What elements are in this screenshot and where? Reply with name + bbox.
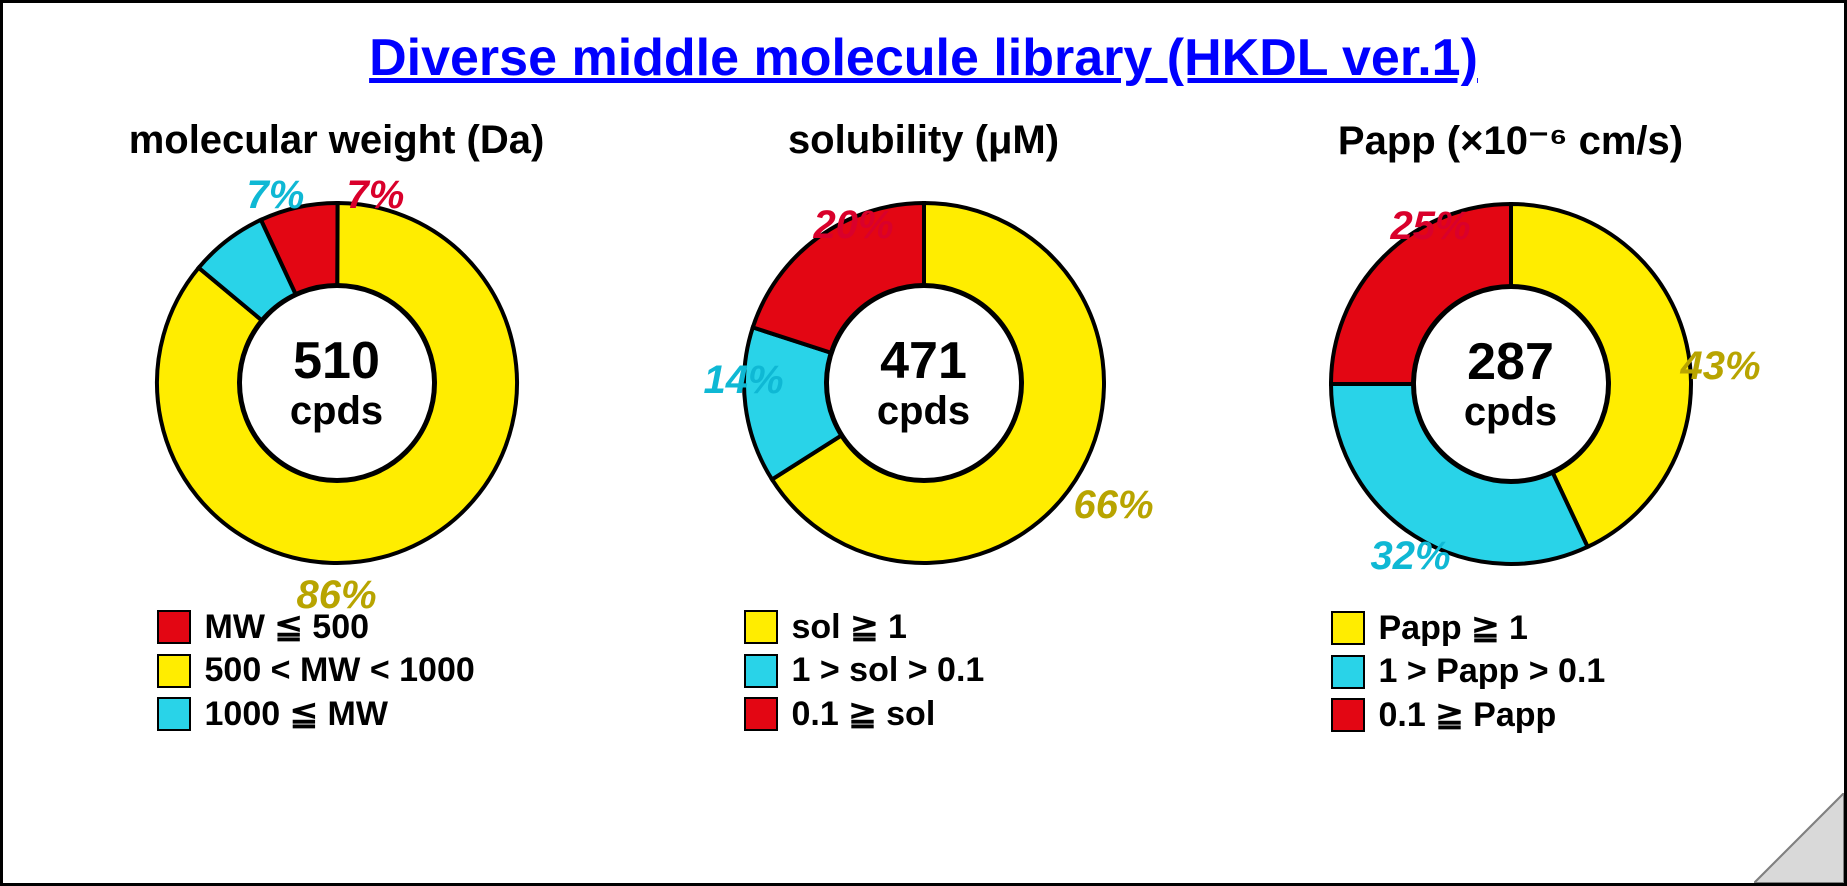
- slice-pct-label: 43%: [1681, 344, 1761, 389]
- legend-item: 1 > sol > 0.1: [744, 651, 985, 690]
- pie-wrap: 510cpds7%7%86%: [137, 183, 537, 583]
- figure-title: Diverse middle molecule library (HKDL ve…: [3, 28, 1844, 88]
- legend-swatch: [1331, 655, 1365, 689]
- legend-swatch: [157, 654, 191, 688]
- slice-pct-label: 86%: [297, 573, 377, 618]
- slice-pct-label: 20%: [814, 203, 894, 248]
- slice-pct-label: 14%: [704, 358, 784, 403]
- legend-swatch: [744, 697, 778, 731]
- legend-item: 500 < MW < 1000: [157, 651, 475, 690]
- pie-wrap: 287cpds25%43%32%: [1311, 184, 1711, 584]
- legend-text: 1000 ≦ MW: [205, 694, 388, 734]
- slice-pct-label: 66%: [1074, 483, 1154, 528]
- legend-text: 0.1 ≧ Papp: [1379, 695, 1557, 735]
- legend: MW ≦ 500500 < MW < 10001000 ≦ MW: [157, 603, 475, 738]
- legend-swatch: [1331, 698, 1365, 732]
- legend: sol ≧ 1 1 > sol > 0.1 0.1 ≧ sol: [744, 603, 985, 738]
- legend-item: Papp ≧ 1: [1331, 608, 1606, 648]
- center-label: 510cpds: [237, 283, 437, 483]
- chart-sol: solubility (μM) 471cpds 20% 14% 66% sol ≧ 1 1 …: [644, 118, 1204, 739]
- legend-item: 1 > Papp > 0.1: [1331, 652, 1606, 691]
- chart-title: Papp (×10⁻⁶ cm/s): [1338, 118, 1683, 164]
- legend: Papp ≧ 1 1 > Papp > 0.1 0.1 ≧ Papp: [1331, 604, 1606, 739]
- legend-item: 0.1 ≧ Papp: [1331, 695, 1606, 735]
- center-label: 471cpds: [824, 283, 1024, 483]
- chart-title: solubility (μM): [788, 118, 1059, 163]
- page-curl-icon: [1754, 793, 1844, 883]
- slice-pct-label: 25%: [1391, 204, 1471, 249]
- charts-row: molecular weight (Da)510cpds7%7%86%MW ≦ …: [3, 118, 1844, 739]
- legend-text: 1 > Papp > 0.1: [1379, 652, 1606, 691]
- legend-text: 500 < MW < 1000: [205, 651, 475, 690]
- figure-frame: Diverse middle molecule library (HKDL ve…: [0, 0, 1847, 886]
- legend-item: sol ≧ 1: [744, 607, 985, 647]
- legend-swatch: [744, 610, 778, 644]
- chart-title: molecular weight (Da): [129, 118, 545, 163]
- legend-swatch: [1331, 611, 1365, 645]
- legend-swatch: [744, 654, 778, 688]
- slice-pct-label: 7%: [347, 173, 405, 218]
- legend-swatch: [157, 610, 191, 644]
- center-count: 287: [1467, 336, 1554, 388]
- center-count: 510: [293, 335, 380, 387]
- center-unit: cpds: [290, 391, 383, 431]
- center-count: 471: [880, 335, 967, 387]
- slice-pct-label: 32%: [1371, 534, 1451, 579]
- legend-item: 0.1 ≧ sol: [744, 694, 985, 734]
- chart-papp: Papp (×10⁻⁶ cm/s) 287cpds 25% 43% 32% Papp ≧ …: [1231, 118, 1791, 739]
- center-unit: cpds: [877, 391, 970, 431]
- legend-text: Papp ≧ 1: [1379, 608, 1528, 648]
- center-label: 287cpds: [1411, 284, 1611, 484]
- pie-wrap: 471cpds20%14%66%: [724, 183, 1124, 583]
- chart-mw: molecular weight (Da)510cpds7%7%86%MW ≦ …: [57, 118, 617, 739]
- legend-text: 0.1 ≧ sol: [792, 694, 936, 734]
- legend-text: 1 > sol > 0.1: [792, 651, 985, 690]
- legend-text: sol ≧ 1: [792, 607, 907, 647]
- slice-pct-label: 7%: [247, 173, 305, 218]
- legend-swatch: [157, 697, 191, 731]
- legend-item: 1000 ≦ MW: [157, 694, 475, 734]
- center-unit: cpds: [1464, 392, 1557, 432]
